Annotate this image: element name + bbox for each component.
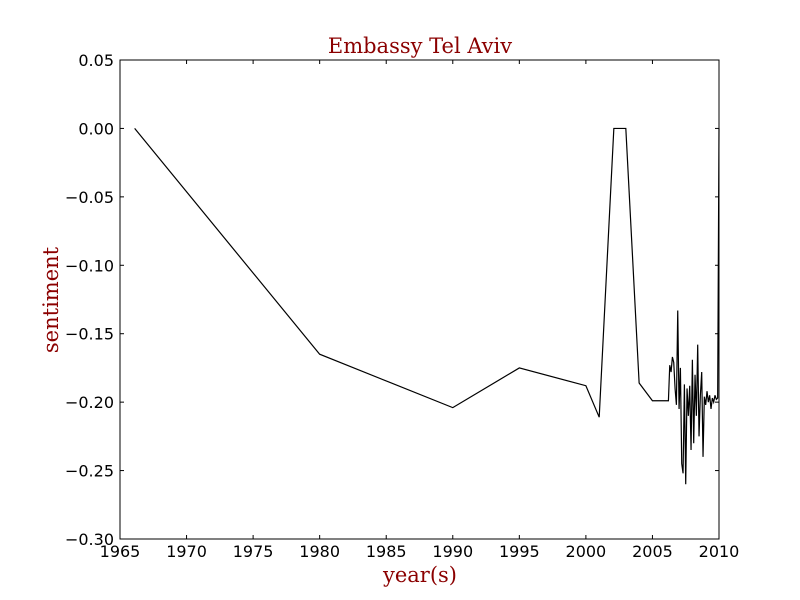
x-tick-label: 1975 [233, 542, 274, 561]
x-tick-label: 1990 [432, 542, 473, 561]
series-line [134, 127, 720, 485]
x-tick-label: 2005 [632, 542, 673, 561]
y-tick-label: 0.00 [78, 119, 114, 138]
plot-area: 1965 1970 1975 1980 1985 1990 1995 2000 2005 2010… [65, 51, 739, 561]
y-tick-label: −0.25 [65, 462, 114, 481]
x-tick-label: 1980 [299, 542, 340, 561]
x-tick-label: 1970 [166, 542, 207, 561]
y-tick-label: −0.20 [65, 393, 114, 412]
x-tick-label: 1965 [100, 542, 141, 561]
y-tick-label: −0.05 [65, 188, 114, 207]
y-tick-label: −0.15 [65, 325, 114, 344]
y-tick-label: −0.10 [65, 256, 114, 275]
x-tick-label: 1985 [366, 542, 407, 561]
x-tick-label: 2000 [566, 542, 607, 561]
plot-frame [119, 59, 720, 540]
x-tick-label: 2010 [699, 542, 740, 561]
y-tick-label: −0.30 [65, 530, 114, 549]
y-axis-title: sentiment [39, 246, 63, 353]
x-tick-label: 1995 [499, 542, 540, 561]
y-tick-label: 0.05 [78, 51, 114, 70]
chart-title: Embassy Tel Aviv [328, 34, 512, 58]
x-axis-title: year(s) [382, 563, 457, 587]
